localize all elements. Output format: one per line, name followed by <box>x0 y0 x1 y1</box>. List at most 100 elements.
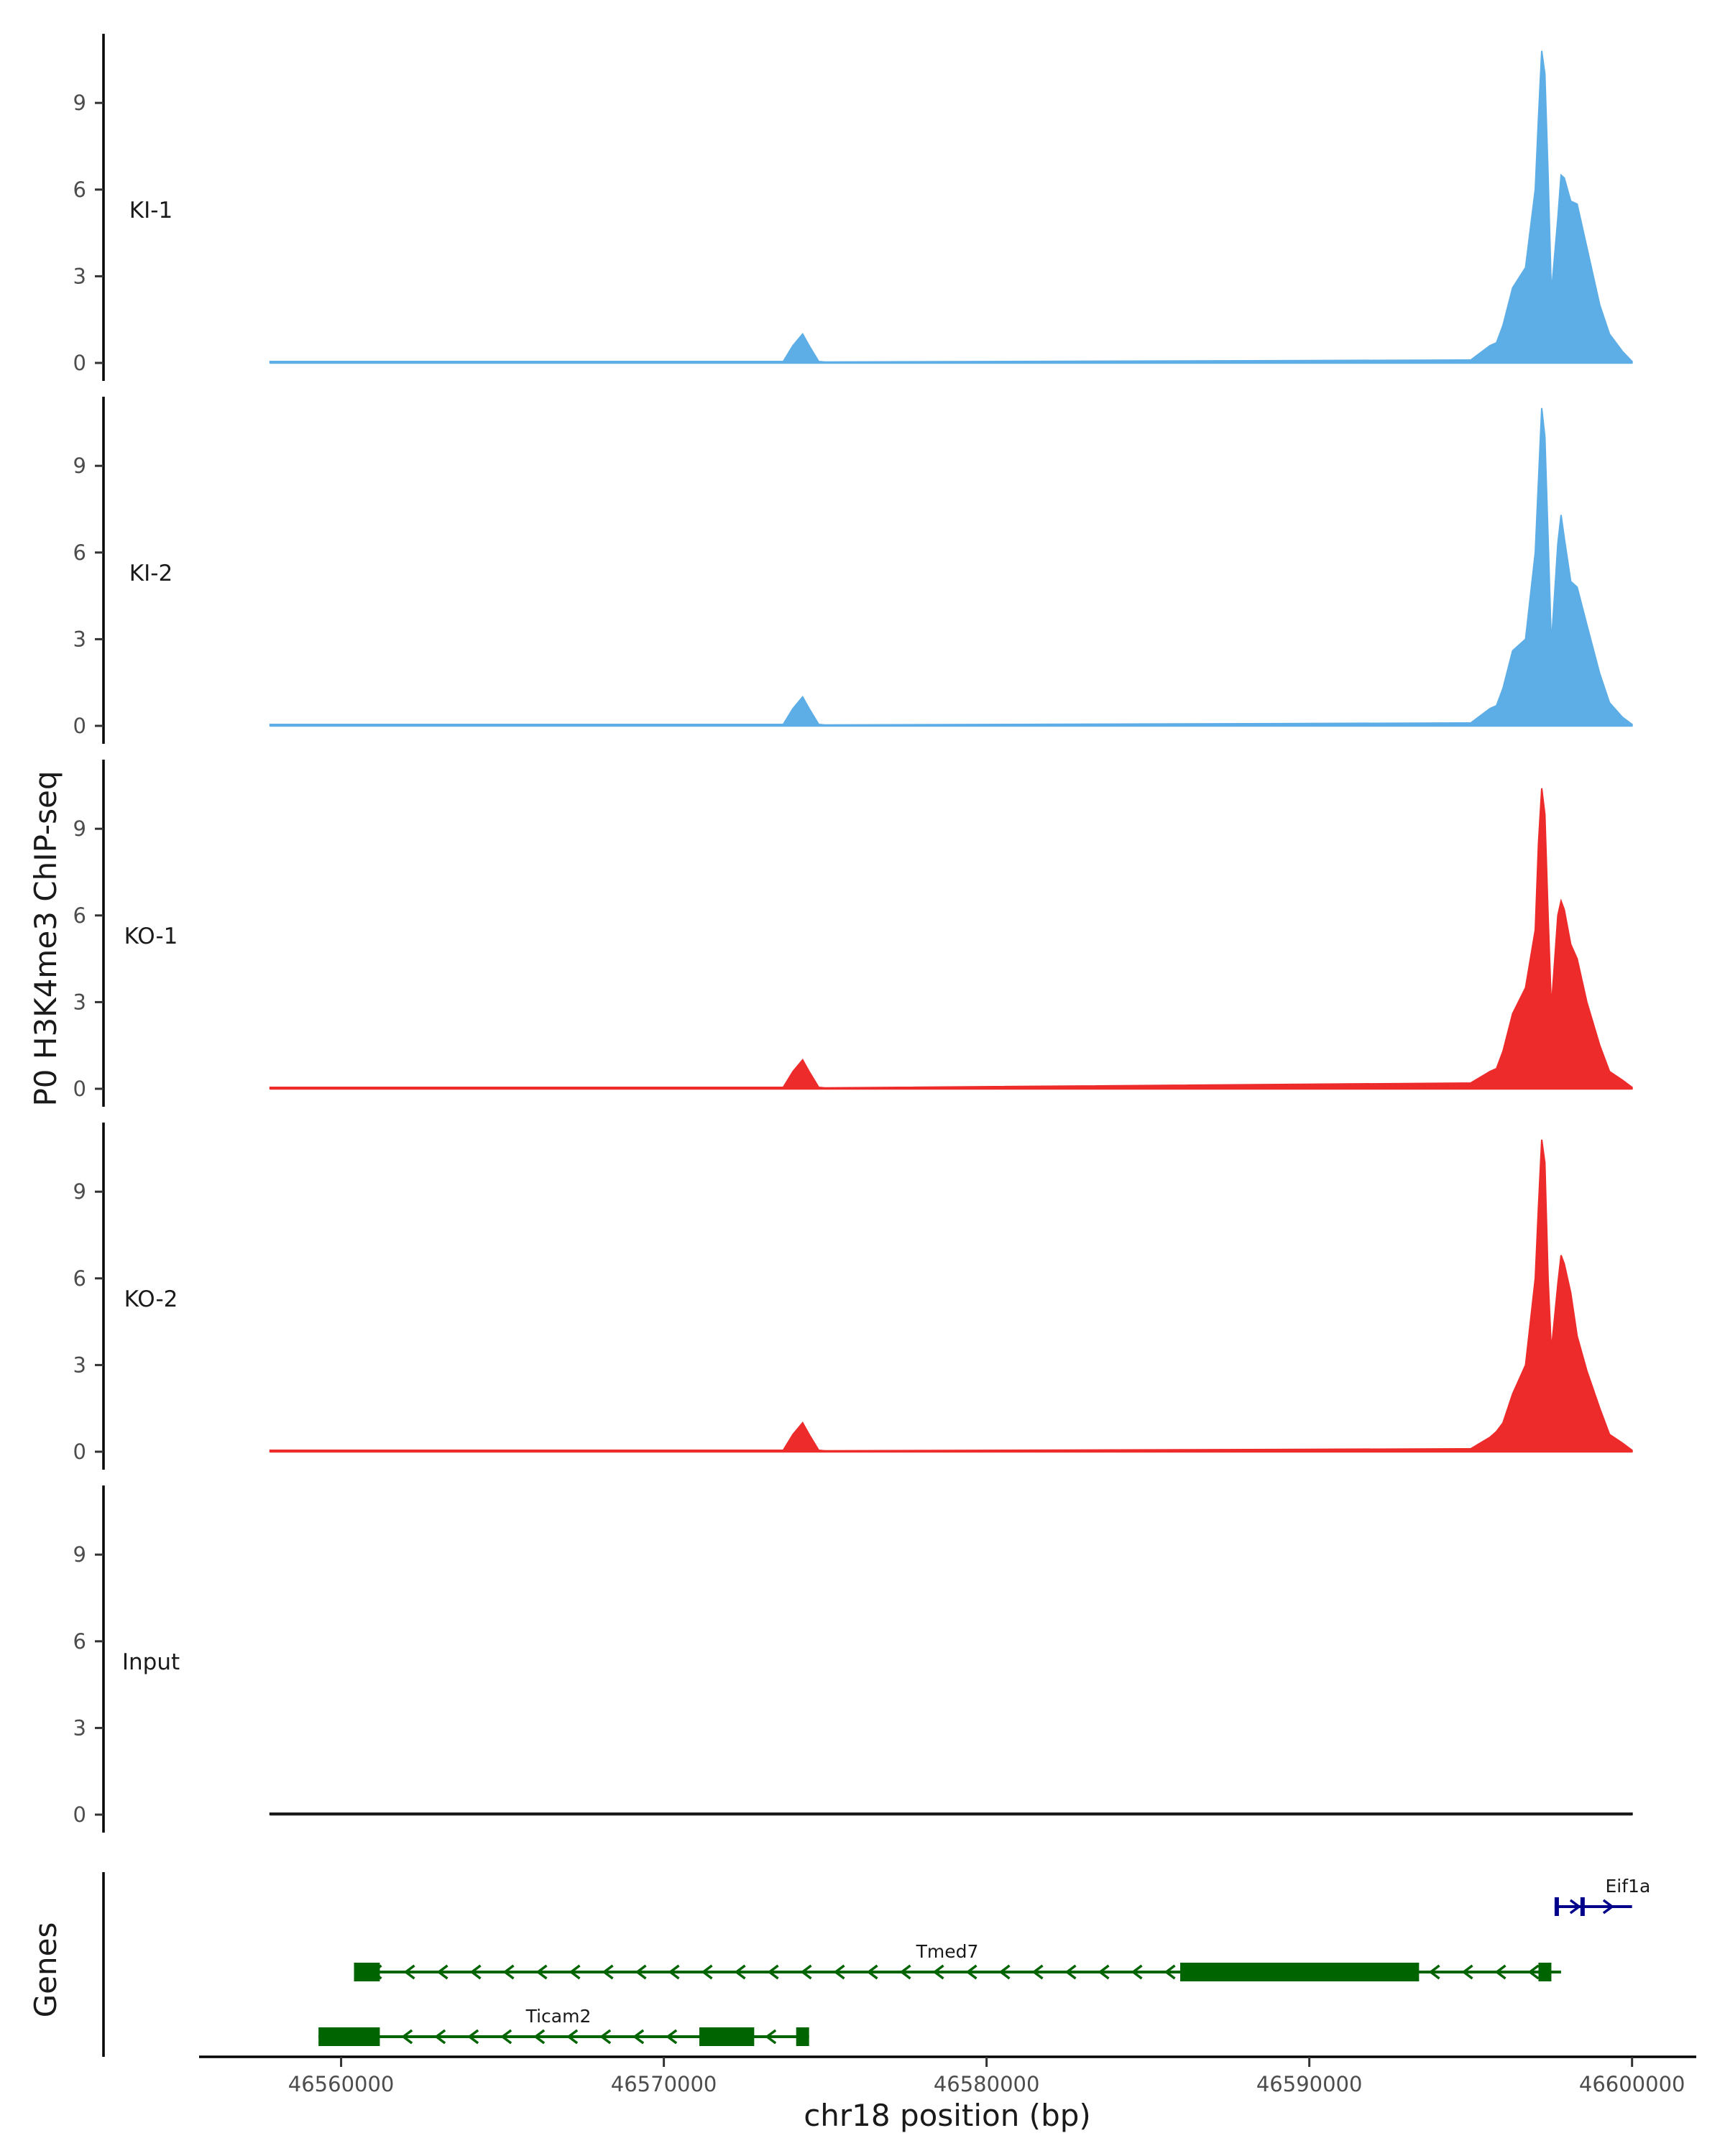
coverage-area <box>269 50 1633 364</box>
y-axis-title: P0 H3K4me3 ChIP-seq <box>28 770 63 1106</box>
genes-track-title: Genes <box>28 1922 63 2018</box>
y-tick-label: 0 <box>73 1439 86 1464</box>
strand-arrow <box>566 2029 579 2045</box>
y-tick-label: 0 <box>73 351 86 375</box>
y-tick-label: 6 <box>73 903 86 928</box>
coverage-area <box>269 1139 1633 1452</box>
y-tick-label: 3 <box>73 264 86 288</box>
x-tick-label: 46600000 <box>1579 2072 1685 2096</box>
strand-arrow <box>533 2029 546 2045</box>
strand-arrow <box>734 1964 746 1980</box>
strand-arrow <box>1428 1964 1440 1980</box>
strand-arrow <box>1461 1964 1473 1980</box>
strand-arrow <box>998 1964 1011 1980</box>
x-tick-label: 46570000 <box>611 2072 717 2096</box>
strand-arrow <box>833 1964 845 1980</box>
coverage-area <box>269 407 1633 727</box>
track-input: 0 3 6 9 Input <box>73 1485 1633 1833</box>
strand-arrow <box>932 1964 944 1980</box>
coverage-tracks: 0 3 6 9 KI-1 0 3 6 9 KI-2 0 3 6 9 KO-1 0 3 6 9 KO-2 0 3 6 9 Inpu… <box>73 34 1633 1833</box>
track-label: KO-1 <box>124 923 178 949</box>
strand-arrow <box>632 2029 645 2045</box>
gene-exon <box>1538 1963 1552 1981</box>
x-tick-label: 46580000 <box>934 2072 1040 2096</box>
y-tick-label: 0 <box>73 714 86 738</box>
y-tick-label: 9 <box>73 816 86 841</box>
y-tick-label: 3 <box>73 627 86 651</box>
track-ki-2: 0 3 6 9 KI-2 <box>73 397 1633 744</box>
x-tick-label: 46560000 <box>288 2072 395 2096</box>
strand-arrow <box>1164 1964 1176 1980</box>
y-tick-label: 3 <box>73 1353 86 1377</box>
gene-exon <box>318 2027 380 2046</box>
x-axis: 46560000 46570000 46580000 46590000 46600000 <box>199 2055 1696 2096</box>
coverage-area <box>269 1812 1633 1815</box>
strand-arrow <box>1131 1964 1143 1980</box>
y-tick-label: 9 <box>73 453 86 478</box>
strand-arrow <box>436 1964 448 1980</box>
strand-arrow <box>1602 1899 1614 1915</box>
track-label: KO-2 <box>124 1286 178 1312</box>
gene-label: Tmed7 <box>916 1941 979 1962</box>
coverage-area <box>269 788 1633 1089</box>
track-label: Input <box>122 1649 180 1675</box>
gene-exon <box>796 2027 809 2046</box>
strand-arrow <box>767 1964 779 1980</box>
strand-arrow <box>866 1964 878 1980</box>
gene-annotation-track: Eif1a Tmed7 Ticam2 <box>102 1872 1651 2057</box>
strand-arrow <box>467 2029 479 2045</box>
strand-arrow <box>535 1964 548 1980</box>
strand-arrow <box>1031 1964 1044 1980</box>
gene-ticam2: Ticam2 <box>318 2006 809 2046</box>
gene-tmed7: Tmed7 <box>354 1941 1561 1981</box>
strand-arrow <box>701 1964 713 1980</box>
y-tick-label: 0 <box>73 1077 86 1101</box>
strand-arrow <box>1527 1964 1540 1980</box>
track-label: KI-1 <box>129 198 172 224</box>
strand-arrow <box>403 1964 415 1980</box>
x-axis-title: chr18 position (bp) <box>804 2098 1091 2133</box>
strand-arrow <box>965 1964 978 1980</box>
strand-arrow <box>502 1964 515 1980</box>
y-tick-label: 9 <box>73 1179 86 1204</box>
y-tick-label: 9 <box>73 1542 86 1567</box>
strand-arrow <box>500 2029 512 2045</box>
strand-arrow <box>666 2029 678 2045</box>
strand-arrow <box>668 1964 680 1980</box>
x-tick-label: 46590000 <box>1256 2072 1363 2096</box>
strand-arrow <box>602 1964 614 1980</box>
track-ko-1: 0 3 6 9 KO-1 <box>73 760 1633 1107</box>
gene-exon <box>354 1963 380 1981</box>
y-tick-label: 6 <box>73 1629 86 1654</box>
strand-arrow <box>1569 1899 1581 1915</box>
gene-label: Eif1a <box>1606 1876 1651 1897</box>
track-ko-2: 0 3 6 9 KO-2 <box>73 1123 1633 1470</box>
strand-arrow <box>800 1964 812 1980</box>
strand-arrow <box>401 2029 413 2045</box>
strand-arrow <box>1098 1964 1110 1980</box>
strand-arrow <box>765 2029 777 2045</box>
gene-exon <box>1554 1897 1559 1916</box>
gene-eif1a: Eif1a <box>1554 1876 1651 1916</box>
gene-label: Ticam2 <box>525 2006 592 2027</box>
strand-arrow <box>434 2029 446 2045</box>
strand-arrow <box>635 1964 647 1980</box>
y-tick-label: 9 <box>73 91 86 115</box>
y-tick-label: 3 <box>73 1715 86 1740</box>
strand-arrow <box>1494 1964 1506 1980</box>
gene-exon <box>1580 1897 1585 1916</box>
y-tick-label: 6 <box>73 540 86 565</box>
y-tick-label: 6 <box>73 178 86 202</box>
y-tick-label: 6 <box>73 1266 86 1291</box>
y-tick-label: 0 <box>73 1802 86 1827</box>
strand-arrow <box>599 2029 612 2045</box>
track-label: KI-2 <box>129 561 172 586</box>
strand-arrow <box>899 1964 911 1980</box>
gene-exon <box>699 2027 755 2046</box>
gene-exon <box>1180 1963 1420 1981</box>
strand-arrow <box>1064 1964 1077 1980</box>
track-ki-1: 0 3 6 9 KI-1 <box>73 34 1633 381</box>
strand-arrow <box>469 1964 482 1980</box>
y-tick-label: 3 <box>73 990 86 1014</box>
